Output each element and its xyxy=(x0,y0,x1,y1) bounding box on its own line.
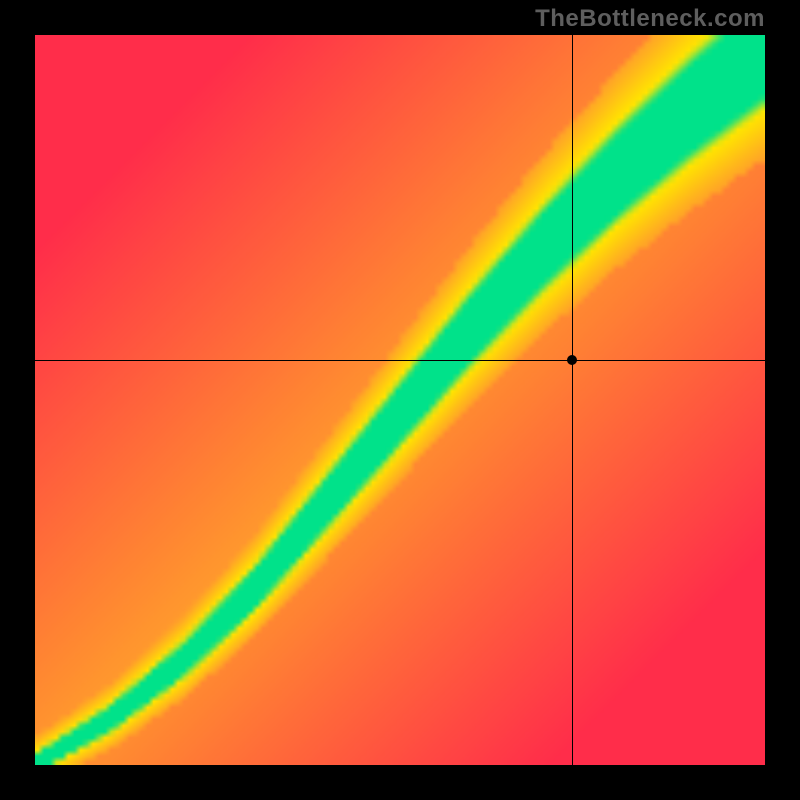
crosshair-vertical xyxy=(572,35,573,765)
watermark-text: TheBottleneck.com xyxy=(535,5,765,33)
crosshair-marker xyxy=(567,355,577,365)
bottleneck-heatmap xyxy=(35,35,765,765)
crosshair-horizontal xyxy=(35,360,765,361)
plot-area: TheBottleneck.com xyxy=(35,35,765,765)
